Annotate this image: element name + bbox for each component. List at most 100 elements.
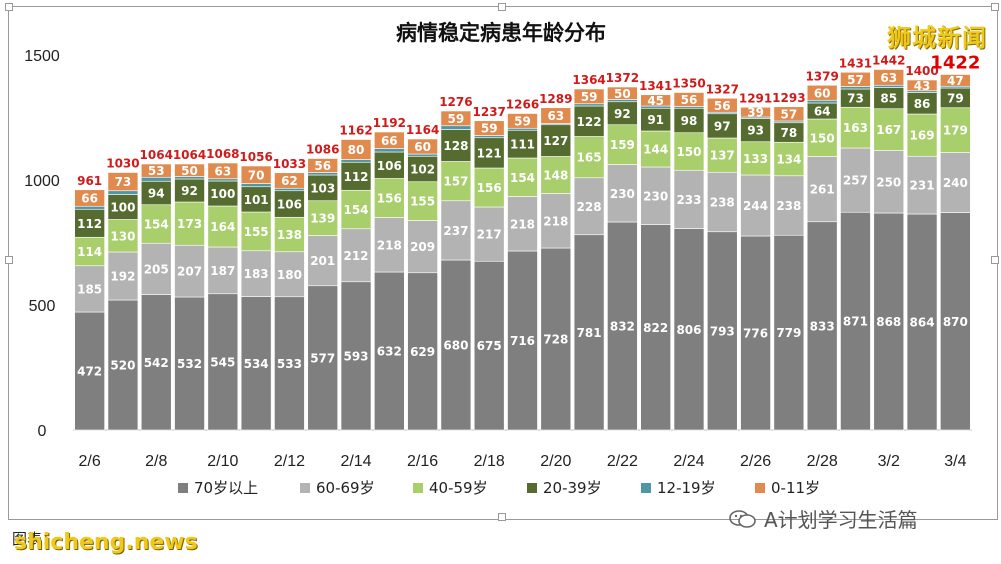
bar-segment bbox=[240, 250, 272, 297]
resize-handle[interactable] bbox=[5, 256, 13, 264]
data-label: 545 bbox=[210, 355, 235, 369]
total-label: 1164 bbox=[406, 123, 439, 137]
bar-segment bbox=[473, 260, 505, 431]
bar-segment bbox=[873, 84, 905, 88]
data-label: 39 bbox=[747, 106, 764, 120]
data-label: 53 bbox=[148, 164, 165, 178]
bar-segment bbox=[873, 150, 905, 214]
data-label: 73 bbox=[115, 175, 132, 189]
bar-segment bbox=[240, 296, 272, 431]
bar-segment bbox=[107, 299, 139, 431]
bar-segment bbox=[440, 259, 472, 431]
bar-segment bbox=[107, 251, 139, 301]
data-label: 60 bbox=[814, 86, 831, 100]
resize-handle[interactable] bbox=[498, 3, 506, 11]
bar-segment bbox=[207, 162, 239, 180]
total-label: 1064 bbox=[140, 148, 173, 162]
bar-segment bbox=[240, 186, 272, 213]
data-label: 47 bbox=[947, 74, 964, 88]
bar-segment bbox=[274, 187, 305, 192]
data-label: 63 bbox=[880, 71, 897, 85]
total-label: 1293 bbox=[772, 91, 805, 105]
bar-segment bbox=[374, 217, 405, 273]
data-label: 593 bbox=[343, 349, 368, 363]
data-label: 542 bbox=[144, 356, 169, 370]
bar-segment bbox=[840, 106, 871, 149]
bar-segment bbox=[773, 234, 805, 431]
data-label: 233 bbox=[676, 193, 701, 207]
bar-segment bbox=[507, 127, 538, 131]
bar-segment bbox=[174, 296, 205, 431]
data-label: 102 bbox=[410, 163, 435, 177]
data-label: 231 bbox=[910, 179, 935, 193]
data-label: 128 bbox=[443, 139, 468, 153]
data-label: 728 bbox=[543, 333, 568, 347]
bar-segment bbox=[340, 189, 372, 230]
total-label: 1068 bbox=[206, 147, 239, 161]
total-label: 1162 bbox=[339, 124, 372, 138]
figure-caption: 图表： bbox=[12, 530, 58, 548]
bar-segment bbox=[573, 103, 605, 107]
legend-swatch bbox=[755, 483, 765, 493]
data-label: 520 bbox=[110, 359, 135, 373]
total-label: 1064 bbox=[173, 148, 206, 162]
bar-segment bbox=[174, 244, 205, 298]
data-label: 114 bbox=[77, 245, 102, 259]
bar-segment bbox=[840, 211, 871, 431]
bar-segment bbox=[473, 167, 505, 208]
x-tick-label: 2/12 bbox=[274, 453, 305, 470]
data-label: 50 bbox=[614, 87, 631, 101]
data-label: 150 bbox=[810, 131, 835, 145]
x-tick-label: 2/8 bbox=[145, 453, 167, 470]
bar-segment bbox=[640, 224, 671, 431]
bar-segment bbox=[440, 200, 472, 261]
resize-handle[interactable] bbox=[991, 256, 999, 264]
bar-segment bbox=[374, 148, 405, 153]
bar-segment bbox=[673, 132, 705, 171]
data-label: 59 bbox=[514, 114, 531, 128]
bar-segment bbox=[640, 130, 671, 168]
data-label: 156 bbox=[377, 192, 402, 206]
data-label: 134 bbox=[776, 153, 801, 167]
data-label: 806 bbox=[676, 323, 701, 337]
data-label: 56 bbox=[314, 159, 331, 173]
data-label: 228 bbox=[577, 200, 602, 214]
data-label: 111 bbox=[510, 138, 535, 152]
bar-segment bbox=[374, 131, 405, 149]
data-label: 822 bbox=[643, 321, 668, 335]
data-label: 154 bbox=[510, 171, 535, 185]
data-label: 148 bbox=[543, 169, 568, 183]
bar-segment bbox=[773, 106, 805, 122]
bar-segment bbox=[440, 161, 472, 202]
data-label: 257 bbox=[843, 174, 868, 188]
bar-segment bbox=[74, 311, 105, 431]
data-label: 127 bbox=[543, 134, 568, 148]
total-label: 1327 bbox=[706, 82, 739, 96]
data-label: 97 bbox=[714, 119, 731, 133]
bar-segment bbox=[806, 84, 838, 101]
data-label: 66 bbox=[81, 192, 98, 206]
data-label: 130 bbox=[110, 229, 135, 243]
data-label: 577 bbox=[310, 351, 335, 365]
bar-segment bbox=[906, 213, 938, 431]
resize-handle[interactable] bbox=[498, 513, 506, 521]
bar-segment bbox=[407, 220, 438, 274]
data-label: 85 bbox=[880, 92, 897, 106]
bar-segment bbox=[906, 113, 938, 157]
resize-handle[interactable] bbox=[5, 3, 13, 11]
data-label: 238 bbox=[776, 199, 801, 213]
resize-handle[interactable] bbox=[991, 3, 999, 11]
data-label: 218 bbox=[543, 214, 568, 228]
legend-label: 70岁以上 bbox=[194, 479, 258, 497]
data-label: 62 bbox=[281, 174, 298, 188]
bar-segment bbox=[174, 201, 205, 246]
y-tick-label: 1500 bbox=[24, 48, 60, 65]
bar-segment bbox=[473, 135, 505, 139]
data-label: 261 bbox=[810, 183, 835, 197]
data-label: 133 bbox=[743, 152, 768, 166]
total-label: 1442 bbox=[872, 54, 905, 68]
bar-segment bbox=[806, 156, 838, 223]
data-label: 871 bbox=[843, 315, 868, 329]
total-label: 1033 bbox=[273, 157, 306, 171]
data-label: 91 bbox=[647, 113, 664, 127]
